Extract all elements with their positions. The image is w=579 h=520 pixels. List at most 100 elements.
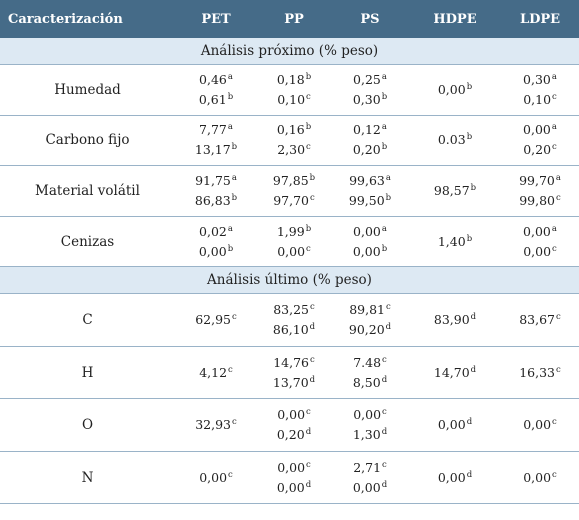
value-text: 97,70 xyxy=(273,192,310,208)
value-text: 0,10 xyxy=(523,91,552,107)
value-cell: 83,67c xyxy=(501,293,579,347)
value-text: 83,90 xyxy=(433,312,470,328)
cell-value: 0,00c xyxy=(175,468,257,488)
value-cell: 32,93c xyxy=(175,398,257,452)
cell-value: 1,40b xyxy=(409,232,501,252)
cell-value: 0,20c xyxy=(501,140,579,160)
significance-letter: a xyxy=(551,71,557,82)
value-text: 91,75 xyxy=(195,172,231,188)
cell-value: 98,57b xyxy=(409,181,501,201)
cell-value: 0,25a xyxy=(331,70,409,90)
significance-letter: c xyxy=(382,407,387,418)
cell-value: 0,00c xyxy=(257,242,331,262)
value-cell: 0,30a 0,10c xyxy=(501,64,579,116)
cell-value: 0,00c xyxy=(501,415,579,435)
significance-letter: d xyxy=(309,322,316,333)
value-cell: 99,70a 99,80c xyxy=(501,165,579,217)
value-text: 0,00 xyxy=(352,479,381,495)
significance-letter: b xyxy=(305,122,312,133)
value-text: 97,85 xyxy=(272,172,309,188)
value-text: 14,70 xyxy=(433,364,470,380)
value-text: 0,00 xyxy=(523,223,551,239)
value-text: 0,25 xyxy=(353,71,381,87)
value-cell: 0,16b 2,30c xyxy=(257,115,331,167)
cell-value: 99,70a xyxy=(501,171,579,191)
value-text: 0,00 xyxy=(199,469,228,485)
value-text: 0,00 xyxy=(277,407,306,423)
value-cell: 91,75a 86,83b xyxy=(175,165,257,217)
value-text: 86,10 xyxy=(272,322,309,338)
cell-value: 0,61b xyxy=(175,90,257,110)
value-cell: 1,40b xyxy=(409,216,501,268)
cell-value: 0,02a xyxy=(175,222,257,242)
value-text: 0,46 xyxy=(199,71,227,87)
significance-letter: c xyxy=(552,91,557,102)
value-text: 0,00 xyxy=(437,469,466,485)
value-cell: 16,33c xyxy=(501,346,579,400)
cell-value: 0,10c xyxy=(257,90,331,110)
cell-value: 2,30c xyxy=(257,140,331,160)
value-text: 62,95 xyxy=(195,312,232,328)
value-cell: 0,00c xyxy=(501,451,579,505)
significance-letter: c xyxy=(556,312,561,323)
value-cell: 14,76c 13,70d xyxy=(257,346,331,400)
section-row: Análisis último (% peso) xyxy=(0,266,579,295)
value-cell: 0,00c 1,30d xyxy=(331,398,409,452)
cell-value: 97,70c xyxy=(257,191,331,211)
value-cell: 2,71c 0,00d xyxy=(331,451,409,505)
significance-letter: b xyxy=(227,243,234,254)
value-text: 0,00 xyxy=(523,469,552,485)
significance-letter: b xyxy=(227,91,234,102)
significance-letter: d xyxy=(305,427,312,438)
significance-letter: c xyxy=(552,417,557,428)
value-cell: 89,81c 90,20d xyxy=(331,293,409,347)
value-cell: 0,00c 0,00d xyxy=(257,451,331,505)
value-cell: 0,00c xyxy=(175,451,257,505)
significance-letter: b xyxy=(309,172,316,183)
value-text: 14,76 xyxy=(273,354,310,370)
table-row: Material volátil 91,75a 86,83b 97,85b 97,70c… xyxy=(0,165,579,217)
significance-letter: b xyxy=(381,243,388,254)
value-text: 2,71 xyxy=(353,459,382,475)
significance-letter: a xyxy=(231,172,237,183)
value-text: 0,30 xyxy=(352,91,381,107)
significance-letter: c xyxy=(386,302,391,313)
significance-letter: d xyxy=(470,364,477,375)
cell-value: 13,17b xyxy=(175,140,257,160)
cell-value: 0,00a xyxy=(331,222,409,242)
cell-value: 1,30d xyxy=(331,425,409,445)
cell-value: 0,16b xyxy=(257,120,331,140)
cell-value: 0,46a xyxy=(175,70,257,90)
cell-value: 0,00c xyxy=(257,405,331,425)
significance-letter: b xyxy=(466,132,473,143)
value-cell: 98,57b xyxy=(409,165,501,217)
cell-value: 14,70d xyxy=(409,363,501,383)
value-cell: 0,02a 0,00b xyxy=(175,216,257,268)
cell-value: 0,00b xyxy=(409,80,501,100)
significance-letter: d xyxy=(305,479,312,490)
header-cell-hdpe: HDPE xyxy=(409,0,501,38)
cell-value: 14,76c xyxy=(257,353,331,373)
table-body: Análisis próximo (% peso) Humedad 0,46a 0,6… xyxy=(0,38,579,505)
cell-value: 0,00d xyxy=(331,478,409,498)
value-text: 0,30 xyxy=(523,71,551,87)
value-text: 83,25 xyxy=(273,302,310,318)
significance-letter: b xyxy=(305,223,312,234)
value-text: 13,17 xyxy=(194,142,231,158)
value-text: 32,93 xyxy=(195,417,232,433)
value-text: 0,00 xyxy=(277,243,306,259)
header-cell-caracterizacion: Caracterización xyxy=(0,0,175,38)
value-cell: 0,25a 0,30b xyxy=(331,64,409,116)
value-text: 0,00 xyxy=(277,459,306,475)
cell-value: 0,00c xyxy=(501,242,579,262)
cell-value: 90,20d xyxy=(331,320,409,340)
significance-letter: a xyxy=(227,122,233,133)
value-text: 99,80 xyxy=(519,192,556,208)
table-row: Cenizas 0,02a 0,00b 1,99b 0,00c 0,00a 0,00b 1,4… xyxy=(0,216,579,268)
row-label: Cenizas xyxy=(0,216,175,268)
value-cell: 0,46a 0,61b xyxy=(175,64,257,116)
value-cell: 0,12a 0,20b xyxy=(331,115,409,167)
cell-value: 7,77a xyxy=(175,120,257,140)
cell-value: 99,80c xyxy=(501,191,579,211)
significance-letter: a xyxy=(227,71,233,82)
